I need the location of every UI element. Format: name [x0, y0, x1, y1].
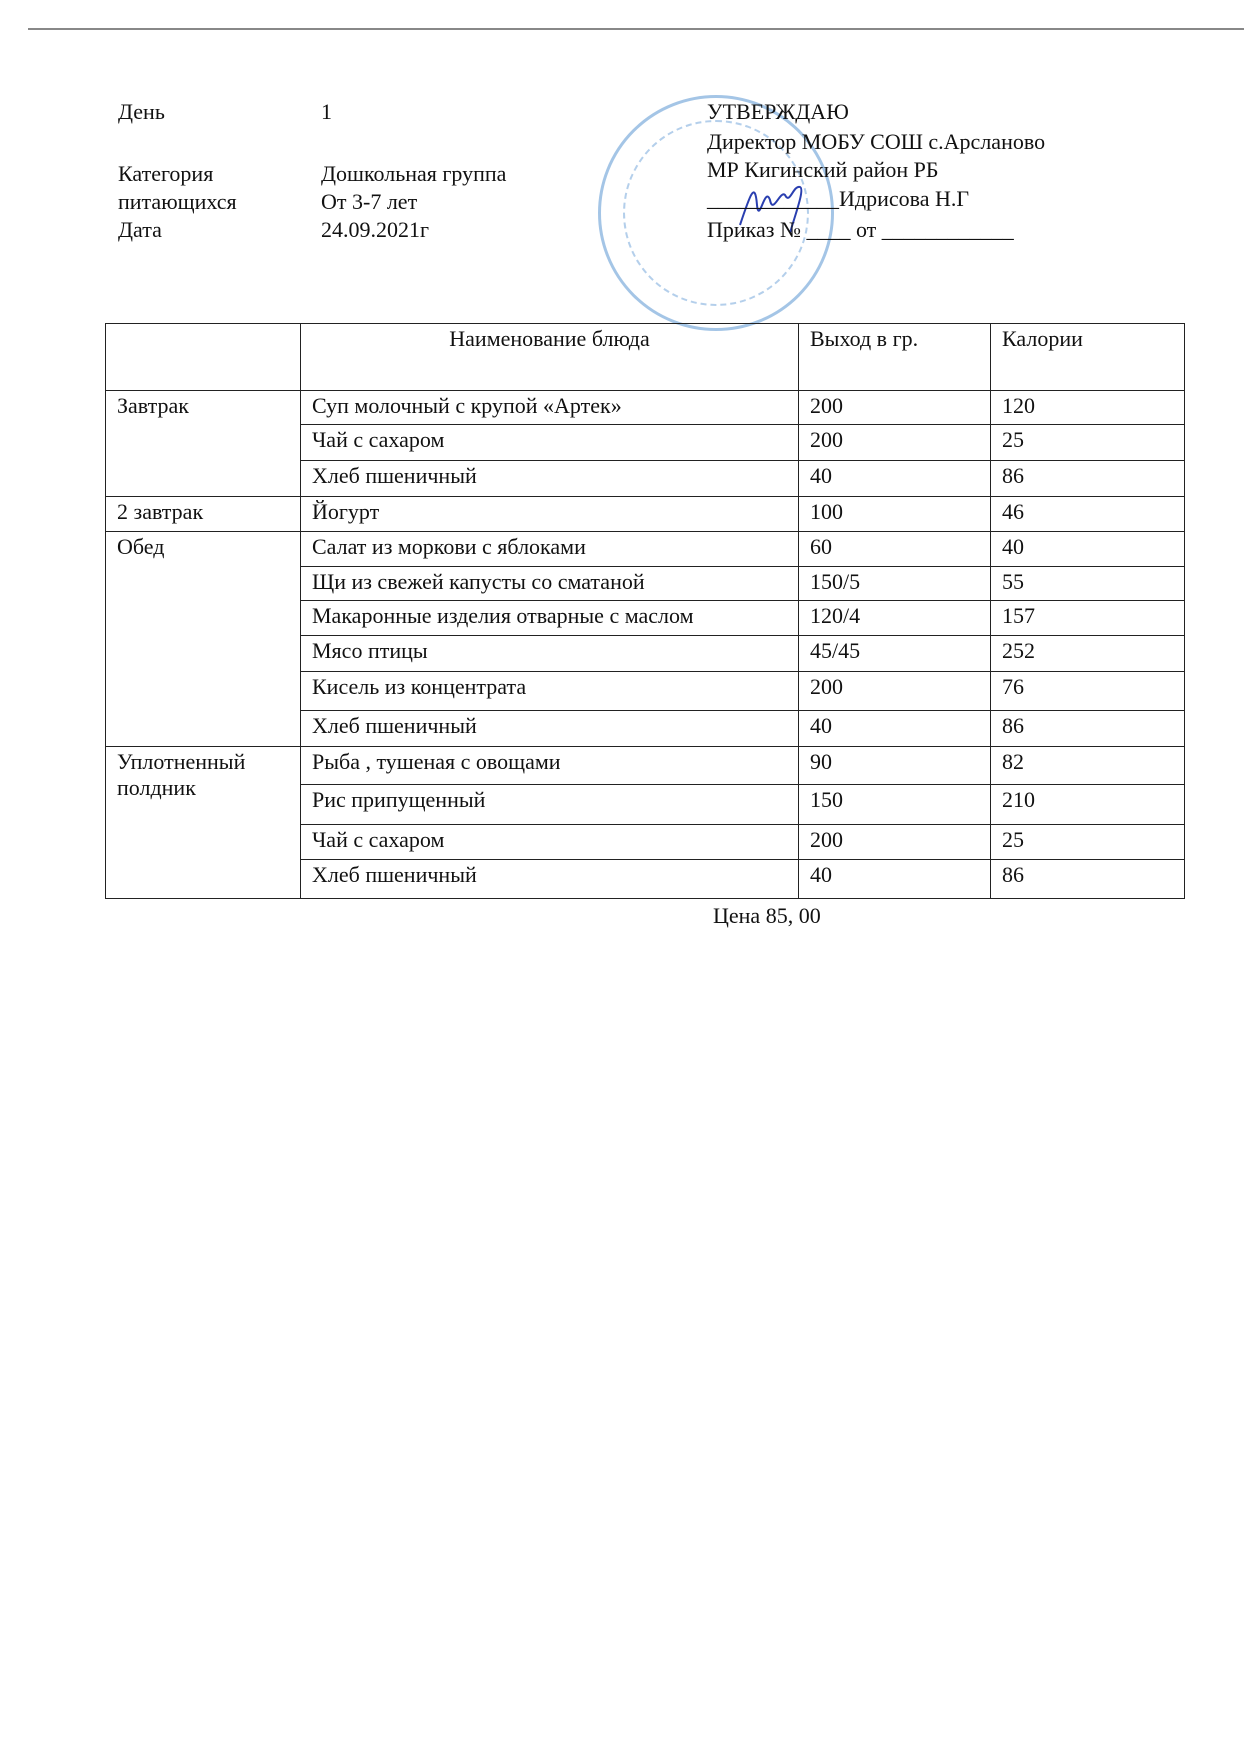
table-row: Хлеб пшеничный 40 86 [106, 460, 1185, 497]
menu-table: Наименование блюда Выход в гр. Калории З… [105, 323, 1185, 899]
category-value-1: Дошкольная группа [321, 161, 507, 186]
meal-cell: Уплотненный полдник [105, 746, 301, 899]
meal-cell: 2 завтрак [105, 496, 301, 532]
date-label: Дата [118, 217, 162, 242]
table-row: Кисель из концентрата 200 76 [106, 671, 1185, 711]
dish-cell: Салат из моркови с яблоками [300, 531, 799, 567]
table-row: 2 завтрак Йогурт 100 46 [105, 496, 1185, 532]
yield-cell: 200 [798, 671, 991, 711]
table-row: Обед Салат из моркови с яблоками 60 40 [105, 531, 1185, 747]
dish-cell: Чай с сахаром [300, 424, 799, 461]
header-calories: Калории [990, 323, 1185, 391]
dish-cell: Рыба , тушеная с овощами [300, 746, 799, 785]
dish-cell: Мясо птицы [300, 635, 799, 672]
header-meal [105, 323, 301, 391]
yield-cell: 200 [798, 390, 991, 425]
header-yield: Выход в гр. [798, 323, 991, 391]
day-value: 1 [321, 99, 332, 124]
table-row: Завтрак Суп молочный с крупой «Артек» 200 1… [105, 390, 1185, 497]
signature [739, 185, 803, 234]
category-label-2: питающихся [118, 189, 237, 214]
dish-cell: Суп молочный с крупой «Артек» [300, 390, 799, 425]
calories-cell: 82 [990, 746, 1185, 785]
day-label: День [118, 99, 165, 124]
approval-line-3: ____________Идрисова Н.Г [707, 186, 970, 211]
calories-cell: 86 [990, 859, 1185, 899]
table-row: Чай с сахаром 200 25 [106, 824, 1185, 860]
approval-title: УТВЕРЖДАЮ [707, 99, 849, 124]
calories-cell: 252 [990, 635, 1185, 672]
calories-cell: 86 [990, 460, 1185, 497]
yield-cell: 60 [798, 531, 991, 567]
header-dish: Наименование блюда [300, 323, 799, 391]
table-row: Хлеб пшеничный 40 86 [106, 710, 1185, 747]
table-row: Мясо птицы 45/45 252 [106, 635, 1185, 672]
approval-line-2: МР Кигинский район РБ [707, 157, 939, 182]
yield-cell: 45/45 [798, 635, 991, 672]
yield-cell: 120/4 [798, 600, 991, 636]
dish-cell: Рис припущенный [300, 784, 799, 825]
dish-cell: Чай с сахаром [300, 824, 799, 860]
table-row: Хлеб пшеничный 40 86 [106, 859, 1185, 899]
calories-cell: 157 [990, 600, 1185, 636]
dish-cell: Йогурт [300, 496, 799, 532]
calories-cell: 40 [990, 531, 1185, 567]
yield-cell: 90 [798, 746, 991, 785]
approval-line-4: Приказ № ____ от ____________ [707, 217, 1014, 242]
calories-cell: 55 [990, 566, 1185, 601]
calories-cell: 120 [990, 390, 1185, 425]
price: Цена 85, 00 [713, 903, 821, 928]
yield-cell: 40 [798, 859, 991, 899]
calories-cell: 25 [990, 824, 1185, 860]
dish-cell: Макаронные изделия отварные с маслом [300, 600, 799, 636]
yield-cell: 150 [798, 784, 991, 825]
yield-cell: 40 [798, 460, 991, 497]
dish-cell: Хлеб пшеничный [300, 859, 799, 899]
category-label-1: Категория [118, 161, 214, 186]
dish-cell: Хлеб пшеничный [300, 460, 799, 497]
yield-cell: 200 [798, 424, 991, 461]
table-row: Уплотненный полдник Рыба , тушеная с овощ… [105, 746, 1185, 899]
calories-cell: 76 [990, 671, 1185, 711]
calories-cell: 86 [990, 710, 1185, 747]
dish-cell: Хлеб пшеничный [300, 710, 799, 747]
meal-cell: Обед [105, 531, 301, 747]
yield-cell: 200 [798, 824, 991, 860]
table-row: Макаронные изделия отварные с маслом 120/… [106, 600, 1185, 636]
meal-cell: Завтрак [105, 390, 301, 497]
calories-cell: 210 [990, 784, 1185, 825]
calories-cell: 46 [990, 496, 1185, 532]
yield-cell: 100 [798, 496, 991, 532]
table-row: Чай с сахаром 200 25 [106, 424, 1185, 461]
yield-cell: 150/5 [798, 566, 991, 601]
date-value: 24.09.2021г [321, 217, 430, 242]
calories-cell: 25 [990, 424, 1185, 461]
top-rule [28, 28, 1244, 30]
dish-cell: Кисель из концентрата [300, 671, 799, 711]
table-row: Щи из свежей капусты со сматаной 150/5 55 [106, 566, 1185, 601]
yield-cell: 40 [798, 710, 991, 747]
dish-cell: Щи из свежей капусты со сматаной [300, 566, 799, 601]
approval-line-1: Директор МОБУ СОШ с.Арсланово [707, 129, 1046, 154]
table-row: Рис припущенный 150 210 [106, 784, 1185, 825]
category-value-2: От 3-7 лет [321, 189, 418, 214]
